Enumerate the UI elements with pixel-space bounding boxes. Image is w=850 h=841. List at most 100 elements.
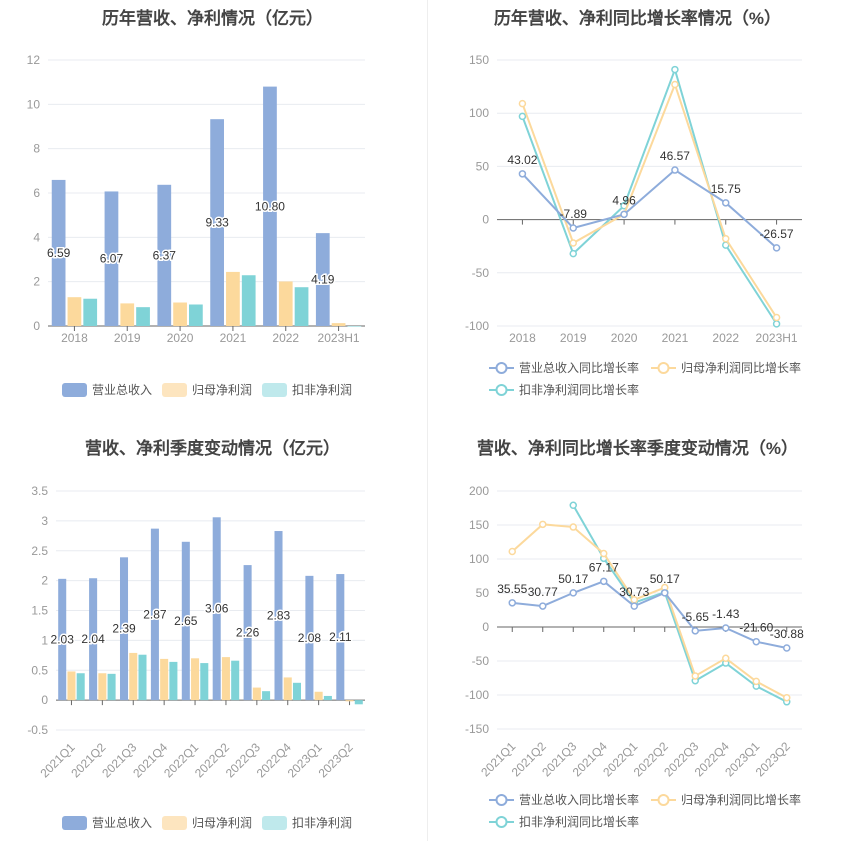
- legend-label: 归母净利润同比增长率: [681, 360, 801, 375]
- data-point: [752, 637, 760, 646]
- chart-svg: 0 2 4 6 8 10 12 2018 2019 2020 2021 2022 2023H1 6.59 6…: [27, 53, 365, 397]
- x-tick-label: 2018: [61, 331, 88, 345]
- y-tick-label: 0.5: [31, 663, 48, 677]
- y-tick-label: 10: [27, 97, 41, 111]
- x-tick-label: 2023H1: [756, 331, 798, 345]
- data-point: [600, 549, 608, 558]
- y-tick-label: 50: [476, 586, 490, 600]
- bar-net-profit: [67, 671, 76, 701]
- legend-swatch: [162, 816, 187, 830]
- bar-deducted-profit: [200, 663, 209, 701]
- bar-net-profit: [221, 657, 230, 701]
- data-point: [630, 602, 638, 610]
- y-tick-label: 3.5: [31, 484, 48, 498]
- line-series-revenue: [512, 580, 787, 649]
- x-tick-label: 2022: [272, 331, 299, 345]
- data-label: 2.83: [267, 609, 291, 623]
- y-tick-label: 8: [33, 142, 40, 156]
- bar-net-profit: [226, 271, 240, 326]
- legend-label: 归母净利润同比增长率: [681, 792, 801, 807]
- data-point: [508, 547, 516, 556]
- data-label: 2.04: [81, 632, 105, 646]
- bar-deducted-profit: [169, 661, 178, 701]
- bar-revenue: [243, 565, 252, 701]
- data-point: [783, 693, 791, 702]
- data-point: [691, 672, 699, 680]
- bar-net-profit: [283, 677, 292, 701]
- data-label: 43.02: [507, 153, 537, 167]
- data-label: -26.57: [760, 227, 794, 241]
- data-point: [620, 210, 628, 219]
- y-tick-label: 4: [33, 230, 40, 244]
- bar-deducted-profit: [107, 673, 116, 701]
- y-tick-label: 200: [469, 484, 489, 498]
- chart-title: 营收、净利同比增长率季度变动情况（%）: [476, 439, 799, 458]
- data-label: 30.77: [528, 585, 558, 599]
- y-tick-label: -50: [472, 654, 490, 668]
- x-tick-label: 2022: [712, 331, 739, 345]
- legend-marker: [495, 816, 508, 828]
- data-label: 6.59: [47, 246, 71, 260]
- annual-revenue-profit-chart: 历年营收、净利情况（亿元） 0 2 4 6 8 10 12 2018 2019 2020 2021 2…: [0, 0, 425, 420]
- bar-deducted-profit: [231, 660, 240, 701]
- legend-label: 扣非净利润: [292, 816, 352, 830]
- y-tick-label: -0.5: [27, 723, 48, 737]
- data-label: 15.75: [711, 182, 741, 196]
- data-point: [772, 320, 781, 328]
- legend-marker: [657, 362, 670, 374]
- line-series-net-profit: [511, 523, 788, 699]
- y-tick-label: 2: [41, 574, 48, 588]
- chart-title: 历年营收、净利情况（亿元）: [102, 9, 323, 28]
- legend-marker: [495, 794, 508, 806]
- legend-label: 扣非净利润同比增长率: [519, 814, 639, 829]
- legend-label: 归母净利润: [192, 383, 252, 397]
- data-label: 2.11: [329, 630, 352, 644]
- bar-revenue: [58, 578, 67, 701]
- data-point: [569, 523, 577, 531]
- legend-swatch: [262, 383, 287, 397]
- bar-deducted-profit: [347, 326, 362, 327]
- data-label: -1.43: [712, 607, 740, 621]
- bar-net-profit: [120, 303, 135, 326]
- bar-revenue: [119, 557, 129, 701]
- bar-deducted-profit: [294, 287, 309, 326]
- data-label: 50.17: [650, 572, 680, 586]
- data-label: 9.33: [205, 216, 229, 230]
- y-tick-label: 2: [33, 275, 40, 289]
- y-tick-label: -100: [465, 688, 489, 702]
- legend-label: 扣非净利润同比增长率: [519, 382, 639, 397]
- bar-deducted-profit: [189, 304, 203, 326]
- bar-revenue: [263, 86, 277, 326]
- bar-revenue: [89, 578, 98, 701]
- y-tick-label: 0: [482, 620, 489, 634]
- x-tick-label: 2019: [114, 331, 141, 345]
- y-tick-label: 2.5: [31, 544, 48, 558]
- bar-revenue: [181, 541, 190, 701]
- quarterly-revenue-profit-chart: 营收、净利季度变动情况（亿元） -0.5 0 0.5 1 1.5 2 2.5 3 3.5 2021…: [0, 430, 425, 841]
- data-point: [508, 599, 516, 607]
- chart-svg: -150-100-500501001502002021Q12021Q22021Q…: [465, 484, 804, 829]
- y-tick-label: 12: [27, 53, 41, 67]
- data-point: [783, 644, 791, 652]
- y-tick-label: -100: [465, 319, 489, 333]
- x-tick-label: 2023Q2: [316, 740, 356, 780]
- data-label: -5.65: [682, 610, 710, 624]
- quarterly-growth-chart: 营收、净利同比增长率季度变动情况（%） -150 -100 -50 0 50 100 150…: [425, 430, 850, 841]
- bar-revenue: [315, 233, 330, 326]
- bar-deducted-profit: [323, 695, 332, 701]
- y-tick-label: 0: [41, 693, 48, 707]
- data-point: [772, 313, 781, 322]
- data-point: [518, 112, 527, 121]
- data-label: 6.37: [153, 248, 177, 262]
- chart-svg: -100 -50 0 50 100 150 2018 2019 2020 2021 2022 2023…: [465, 53, 802, 397]
- bar-revenue: [212, 517, 221, 701]
- annual-growth-chart: 历年营收、净利同比增长率情况（%） -100 -50 0 50 100 150 2018 20…: [425, 0, 850, 420]
- data-point: [661, 589, 669, 597]
- data-point: [569, 589, 577, 597]
- data-point: [569, 239, 577, 247]
- y-tick-label: 150: [469, 53, 489, 67]
- y-tick-label: 1: [41, 633, 48, 647]
- y-tick-label: 50: [476, 159, 490, 173]
- legend-swatch: [62, 383, 87, 397]
